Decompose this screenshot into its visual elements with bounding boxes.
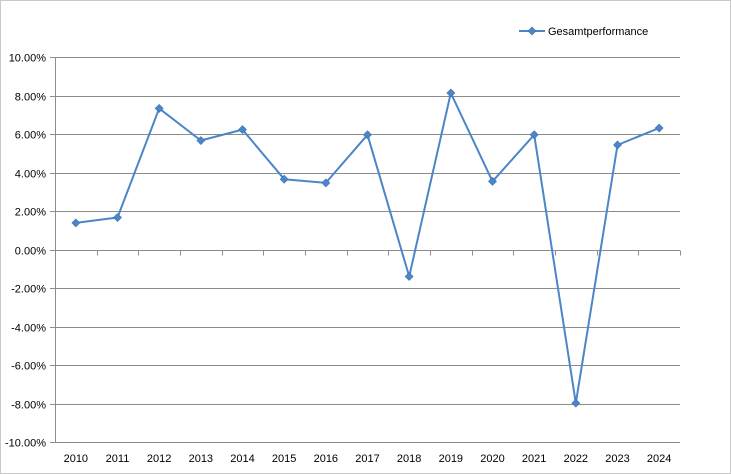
x-tick-label: 2018 [397,453,421,465]
y-tick-label: -10.00% [5,438,46,450]
y-tick-label: 8.00% [15,92,46,104]
data-point-marker [196,136,206,145]
data-point-marker [613,140,622,150]
y-tick-label: 4.00% [15,169,46,181]
legend: Gesamtperformance [519,26,648,38]
legend-label: Gesamtperformance [548,26,648,38]
x-tick-label: 2016 [314,453,338,465]
y-tick-label: 10.00% [9,53,47,65]
x-tick-label: 2012 [147,453,171,465]
y-tick-label: -6.00% [11,361,46,373]
x-tick-label: 2013 [189,453,213,465]
legend-diamond-marker [527,26,537,36]
series-line [75,92,660,405]
x-tick-label: 2024 [647,453,671,465]
data-point-marker [404,272,414,281]
data-point-marker [154,103,164,113]
x-tick-label: 2010 [64,453,88,465]
y-axis-tick-labels: 10.00% 8.00% 6.00% 4.00% 2.00% 0.00% -2.00% -4.… [5,53,46,450]
data-point-marker [238,125,247,134]
y-tick-label: -2.00% [11,284,46,296]
x-tick-label: 2023 [605,453,629,465]
y-tick-label: 2.00% [15,207,46,219]
axes [55,57,681,442]
data-point-marker [363,130,372,140]
y-tick-label: -8.00% [11,400,46,412]
y-tick-label: -4.00% [11,323,46,335]
series-gesamtperformance [71,88,664,408]
data-point-marker [529,130,539,140]
x-tick-label: 2020 [480,453,504,465]
data-point-marker [488,176,497,186]
data-point-marker [113,213,122,222]
y-tick-label: 0.00% [15,246,46,258]
data-point-marker [446,88,456,98]
x-tick-label: 2021 [522,453,546,465]
data-point-marker [71,218,81,228]
x-axis-tick-labels: 2010 2011 2012 2013 2014 2015 2016 2017 2018 2019… [64,453,672,465]
x-tick-label: 2015 [272,453,296,465]
data-point-marker [571,398,581,408]
x-tick-label: 2022 [564,453,588,465]
x-tick-label: 2011 [106,453,130,465]
data-point-marker [321,178,331,188]
data-point-marker [654,123,664,133]
x-tick-label: 2019 [439,453,463,465]
y-tick-label: 6.00% [15,130,46,142]
data-point-marker [279,174,289,184]
x-tick-label: 2014 [230,453,254,465]
x-tick-label: 2017 [355,453,379,465]
